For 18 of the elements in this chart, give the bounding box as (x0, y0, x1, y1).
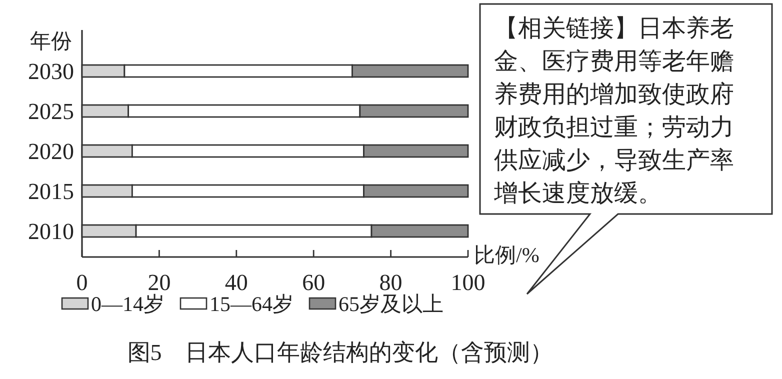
x-tick-label: 20 (148, 270, 171, 295)
y-tick-label: 2010 (28, 219, 74, 244)
y-axis-title: 年份 (30, 29, 72, 53)
legend-label: 0—14岁 (91, 292, 164, 316)
x-tick-label: 100 (450, 270, 486, 295)
x-tick-label: 40 (224, 270, 248, 295)
x-tick-label: 0 (76, 270, 88, 295)
y-tick-label: 2015 (28, 179, 74, 204)
y-tick-label: 2020 (28, 139, 74, 164)
x-tick-label: 80 (379, 270, 402, 295)
text: 图5 日本人口年龄结构的变化（含预测） (127, 340, 553, 365)
legend-label: 65岁及以上 (338, 292, 444, 316)
legend-label: 15—64岁 (210, 292, 294, 316)
x-axis-title: 比例/% (474, 243, 540, 267)
y-tick-label: 2025 (28, 99, 74, 124)
x-tick-label: 60 (302, 270, 326, 295)
text: 【相关链接】日本养老金、医疗费用等老年赡养费用的增加致使政府财政负担过重；劳动力供应减少，导致生产率增长速度放缓。 (493, 15, 734, 207)
y-tick-label: 2030 (28, 59, 74, 84)
